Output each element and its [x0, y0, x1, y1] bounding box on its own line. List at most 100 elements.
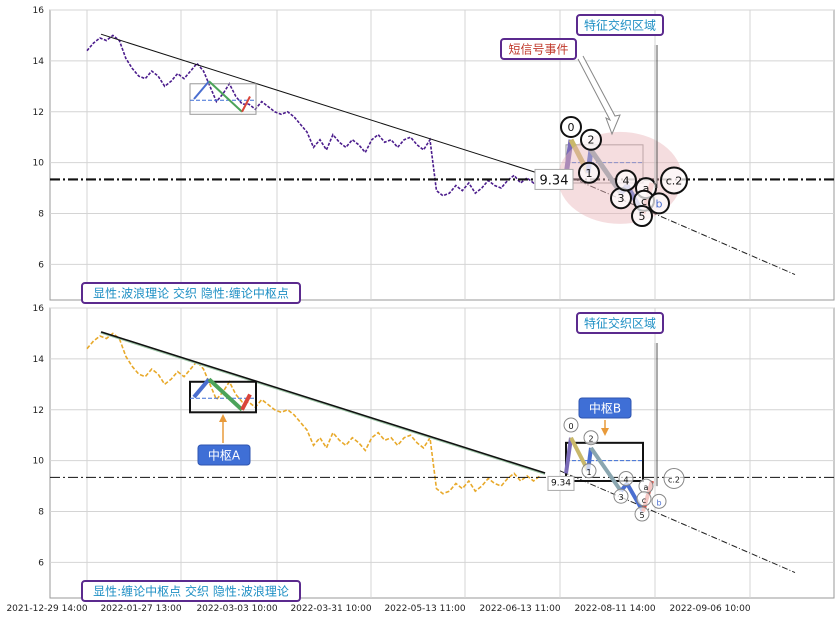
wave-label-circle	[583, 430, 599, 446]
trend-line-shadow	[100, 332, 546, 475]
zhongshu-a-arrowhead	[219, 414, 227, 422]
y-tick-label: 12	[33, 108, 44, 118]
wave-label: 0	[568, 422, 573, 431]
wave-label: 2	[588, 134, 595, 147]
zhongshu-a-callout-text: 中枢A	[208, 448, 241, 463]
plot-frame	[49, 307, 835, 599]
wave-label: c.2	[668, 475, 680, 484]
x-tick-label: 2021-12-29 14:00	[6, 604, 87, 614]
trend-price-label: 9.34	[551, 478, 571, 488]
short-signal-callout-box	[500, 38, 577, 60]
plot-frame	[49, 9, 835, 301]
top-legend-callout-text: 显性:波浪理论 交织 隐性:缠论中枢点	[93, 286, 289, 301]
signal-arrow	[577, 55, 621, 136]
y-tick-label: 12	[33, 406, 44, 416]
x-tick-label: 2022-09-06 10:00	[669, 604, 750, 614]
wave-3	[589, 446, 623, 493]
wave-label-circle	[651, 493, 667, 509]
bottom-legend-callout-box	[81, 580, 301, 602]
feature-region-callout-top-box	[576, 14, 664, 36]
y-tick-label: 14	[33, 355, 45, 365]
wave-label: 0	[568, 121, 575, 134]
wave-label: c	[642, 496, 646, 505]
wave-label: 3	[618, 192, 625, 205]
trend-line	[100, 331, 546, 475]
x-tick-label: 2022-03-31 10:00	[290, 604, 371, 614]
projection-line	[559, 172, 796, 276]
zhongshu-b-callout: 中枢B	[578, 397, 632, 419]
zhongshu-b-callout-box	[578, 397, 632, 419]
wave-label-circle	[613, 488, 629, 504]
feature-region-callout-bottom-box	[576, 312, 664, 334]
trend-price-box	[547, 475, 575, 491]
wave-label: 1	[586, 167, 593, 180]
zhongshu-a-callout-box	[197, 444, 251, 466]
feature-region-callout-top-text: 特征交织区域	[584, 18, 656, 33]
y-tick-label: 10	[33, 159, 45, 169]
wave-segment-up	[193, 80, 210, 100]
wave-label: 4	[623, 475, 628, 484]
wave-label: a	[644, 483, 649, 492]
wave-label: c.2	[666, 174, 683, 187]
feature-region-callout-top: 特征交织区域	[576, 14, 664, 36]
wave-label: 3	[618, 493, 623, 502]
zhongshu-a-callout: 中枢A	[197, 444, 251, 466]
wave-label-circle	[581, 463, 597, 479]
wave-segment-down	[207, 377, 244, 412]
y-tick-label: 10	[33, 457, 45, 467]
x-tick-label: 2022-05-13 11:00	[384, 604, 465, 614]
wave-0	[564, 437, 573, 474]
top-panel: 6 8 10 12 14 16 02 1 3 4ac b5 c.2 9.34	[33, 6, 835, 301]
y-tick-label: 6	[38, 260, 44, 270]
short-signal-callout-text: 短信号事件	[508, 43, 568, 57]
x-tick-label: 2022-08-11 14:00	[574, 604, 655, 614]
wave-label: a	[643, 182, 650, 195]
wave-label-circle	[648, 192, 670, 215]
zhongshu-box	[189, 83, 257, 115]
trend-price-label: 9.34	[540, 173, 569, 188]
y-tick-label: 16	[33, 6, 45, 16]
wave-label-circle	[578, 161, 600, 184]
bottom-panel: 6 8 10 12 14 16 0 2 1 34 ac b 5 c.2 9.34	[33, 304, 835, 599]
wave-label-circle	[560, 116, 582, 139]
y-tick-label: 16	[33, 304, 45, 314]
wave-label: 1	[586, 468, 591, 477]
wave-label: 5	[639, 210, 646, 223]
x-tick-label: 2022-01-27 13:00	[100, 604, 181, 614]
wave-label-circle	[663, 467, 685, 489]
trend-price-box	[534, 168, 574, 190]
wave-3	[588, 148, 624, 195]
bottom-legend-callout-text: 显性:缠论中枢点 交织 隐性:波浪理论	[93, 584, 289, 599]
short-signal-callout: 短信号事件	[500, 38, 577, 60]
wave-label-circle	[618, 470, 634, 486]
wave-label: 4	[623, 174, 630, 187]
wave-label-circle	[615, 169, 637, 192]
wave-label-circle	[636, 491, 652, 507]
wave-label: b	[656, 197, 663, 210]
wave-label: 5	[639, 511, 644, 520]
projection-line	[559, 470, 796, 574]
y-tick-label: 8	[38, 508, 44, 518]
wave-label-circle	[660, 166, 688, 195]
x-tick-label: 2022-03-03 10:00	[196, 604, 277, 614]
wave-segment-up	[192, 377, 211, 399]
price-series-line	[86, 332, 541, 495]
wave-label: 2	[588, 435, 593, 444]
y-tick-label: 8	[38, 210, 44, 220]
wave-label: b	[656, 498, 661, 507]
y-tick-label: 14	[33, 57, 45, 67]
bottom-legend-callout: 显性:缠论中枢点 交织 隐性:波浪理论	[81, 580, 301, 602]
wave-segment-red	[240, 393, 252, 411]
wave-label-circle	[634, 506, 650, 522]
wave-label: c	[641, 195, 647, 208]
wave-segment-red	[241, 96, 251, 113]
top-legend-callout: 显性:波浪理论 交织 隐性:缠论中枢点	[81, 282, 301, 304]
wave-label-circle	[631, 205, 653, 228]
price-series-line	[86, 34, 541, 197]
wave-label-circle	[563, 417, 579, 433]
wave-label-circle	[580, 128, 602, 151]
feature-region-callout-bottom-text: 特征交织区域	[584, 316, 656, 331]
trend-line	[100, 33, 546, 176]
top-legend-callout-box	[81, 282, 301, 304]
